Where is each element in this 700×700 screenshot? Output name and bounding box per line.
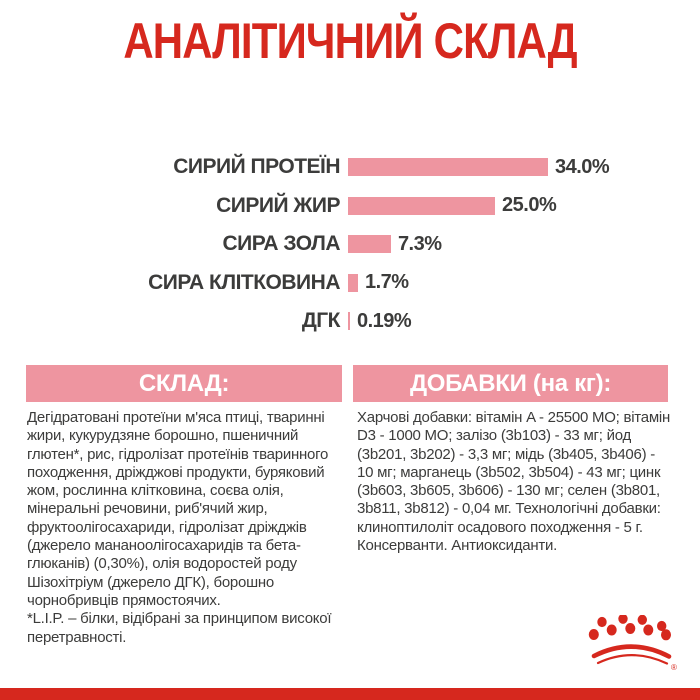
composition-footnote: *L.I.P. – білки, відібрані за принципом … [27, 610, 332, 646]
bar-category-label: ДГК [301, 309, 341, 332]
page-title: АНАЛІТИЧНИЙ СКЛАД [123, 13, 577, 69]
bar-category-label: СИРА ЗОЛА [222, 232, 340, 255]
royal-canin-crown-icon: ® [588, 615, 677, 672]
bar-value-label: 7.3% [397, 232, 442, 255]
analytical-composition-chart: СИРИЙ ПРОТЕЇН 34.0% СИРИЙ ЖИР 25.0% СИРА ЗОЛ… [0, 155, 700, 351]
bar-value-label: 25.0% [502, 194, 557, 216]
bar-category-label: СИРИЙ ПРОТЕЇН [173, 155, 340, 178]
bar [348, 235, 391, 253]
composition-header-label: СКЛАД: [138, 370, 230, 397]
bar-value-label: 1.7% [365, 271, 409, 293]
bar [348, 196, 496, 215]
additives-body: Харчові добавки: вітамін A - 25500 МО; в… [357, 409, 671, 555]
chart-row: СИРИЙ ЖИР 25.0% [0, 193, 700, 217]
composition-body: Дегідратовані протеїни м'яса птиці, твар… [27, 409, 329, 609]
chart-row: СИРА КЛІТКОВИНА 1.7% [0, 270, 700, 294]
bottom-red-strip [0, 688, 700, 700]
additives-text: Харчові добавки: вітамін A - 25500 МО; в… [357, 409, 675, 555]
chart-row: ДГК 0.19% [0, 309, 700, 332]
bar-category-label: СИРИЙ ЖИР [216, 193, 340, 217]
chart-row: СИРИЙ ПРОТЕЇН 34.0% [0, 155, 700, 178]
chart-rows: СИРИЙ ПРОТЕЇН 34.0% СИРИЙ ЖИР 25.0% СИРА ЗОЛ… [0, 155, 700, 332]
composition-header-band: СКЛАД: [26, 365, 342, 402]
bar [348, 273, 358, 292]
additives-header-band: ДОБАВКИ (на кг): [353, 365, 668, 402]
chart-row: СИРА ЗОЛА 7.3% [0, 232, 700, 255]
bar [348, 312, 350, 330]
bar-value-label: 0.19% [357, 309, 412, 332]
additives-header-label: ДОБАВКИ (на кг): [409, 370, 612, 397]
registered-mark: ® [671, 663, 677, 672]
composition-text: Дегідратовані протеїни м'яса птиці, твар… [27, 409, 349, 647]
bar [348, 158, 548, 176]
bar-category-label: СИРА КЛІТКОВИНА [148, 270, 340, 294]
bar-value-label: 34.0% [555, 155, 610, 178]
